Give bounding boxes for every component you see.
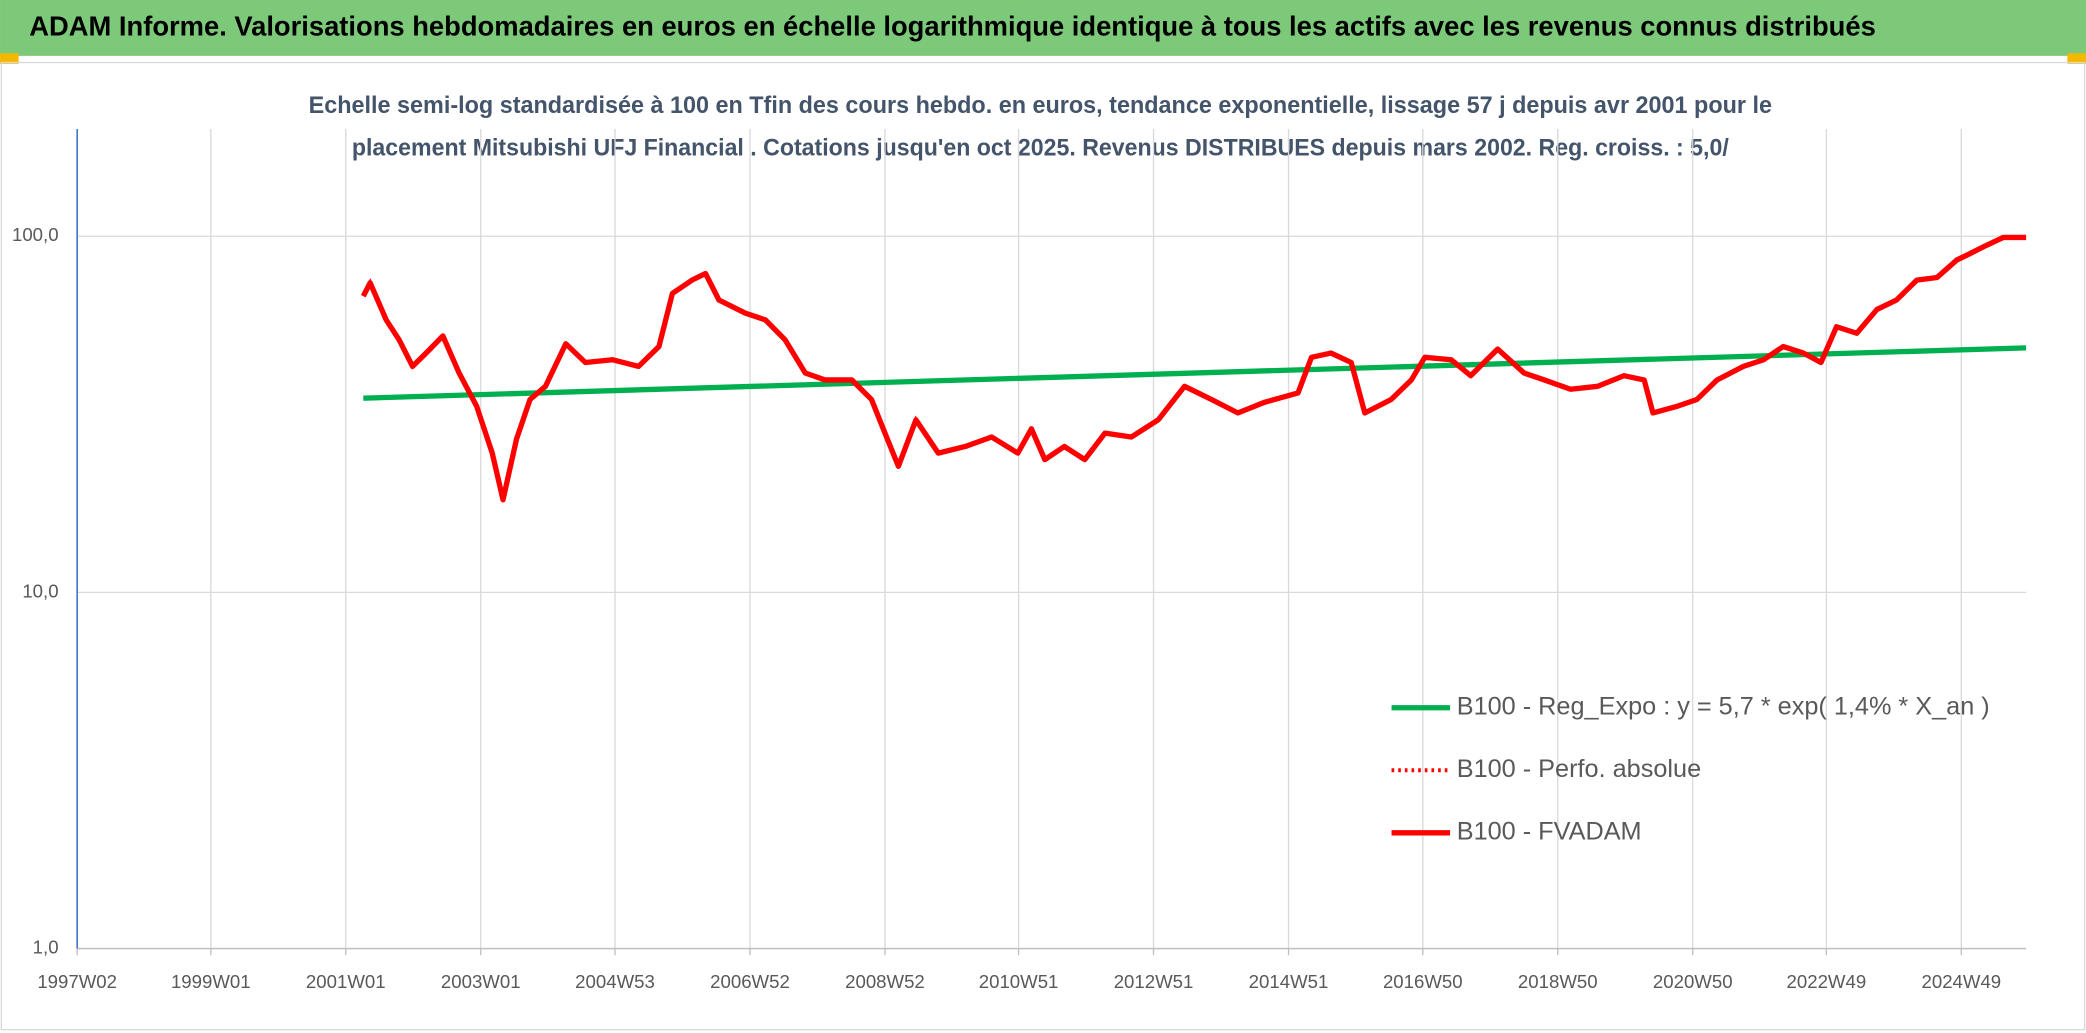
x-tick-label: 2022W49 xyxy=(1787,971,1867,992)
x-tick-label: 2004W53 xyxy=(575,971,655,992)
corner-marker xyxy=(2067,53,2086,64)
corner-marker xyxy=(0,53,19,64)
y-tick-label: 1,0 xyxy=(33,936,59,957)
chart-border xyxy=(0,61,2086,1031)
header-title: ADAM Informe. Valorisations hebdomadaire… xyxy=(29,10,1875,41)
x-tick-label: 2018W50 xyxy=(1518,971,1598,992)
x-tick-label: 2016W50 xyxy=(1383,971,1463,992)
x-tick-label: 2010W51 xyxy=(979,971,1059,992)
legend-label: B100 - Reg_Expo : y = 5,7 * exp( 1,4% * … xyxy=(1457,692,1990,720)
series-line xyxy=(363,345,2027,401)
x-tick-label: 2008W52 xyxy=(845,971,925,992)
x-tick-label: 1999W01 xyxy=(171,971,251,992)
x-tick-label: 2003W01 xyxy=(441,971,521,992)
x-tick-label: 2012W51 xyxy=(1114,971,1194,992)
legend-label: B100 - Perfo. absolue xyxy=(1457,755,1701,783)
y-tick-label: 100,0 xyxy=(12,224,59,245)
x-tick-label: 2024W49 xyxy=(1921,971,2001,992)
legend-label: B100 - FVADAM xyxy=(1457,817,1642,845)
header-bar xyxy=(0,0,2086,56)
series-line xyxy=(360,234,2027,503)
legend: B100 - Reg_Expo : y = 5,7 * exp( 1,4% * … xyxy=(1391,692,1990,845)
x-tick-label: 1997W02 xyxy=(37,971,117,992)
y-tick-label: 10,0 xyxy=(22,580,58,601)
x-tick-label: 2001W01 xyxy=(306,971,386,992)
chart-title: Echelle semi-log standardisée à 100 en T… xyxy=(309,92,1772,119)
plot xyxy=(360,234,2027,503)
x-tick-label: 2014W51 xyxy=(1249,971,1329,992)
chart-title: placement Mitsubishi UFJ Financial . Cot… xyxy=(352,134,1729,161)
x-tick-label: 2006W52 xyxy=(710,971,790,992)
x-tick-label: 2020W50 xyxy=(1653,971,1733,992)
grid: 1,0 10,0 100,0 1997W02 1999W01 2001W01 2003W01… xyxy=(12,129,2027,992)
